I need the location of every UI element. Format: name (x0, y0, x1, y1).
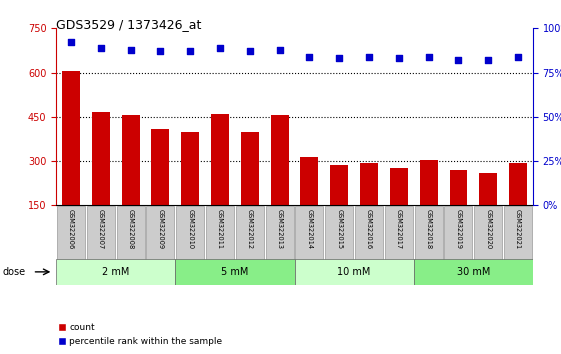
FancyBboxPatch shape (413, 259, 533, 285)
Text: 5 mM: 5 mM (221, 267, 249, 277)
Point (126, 47, 135, 52)
Bar (479, 173, 497, 205)
Point (484, 57, 493, 63)
Text: dose: dose (3, 267, 26, 277)
Text: GSM322013: GSM322013 (277, 209, 283, 249)
Bar (509, 163, 527, 205)
FancyBboxPatch shape (296, 206, 324, 259)
Text: GDS3529 / 1373426_at: GDS3529 / 1373426_at (56, 18, 201, 31)
Bar (301, 156, 318, 205)
Point (67, 40, 76, 45)
Bar (449, 170, 467, 205)
Bar (92, 113, 110, 205)
FancyBboxPatch shape (474, 206, 502, 259)
Point (275, 47, 284, 52)
Text: GSM322017: GSM322017 (396, 209, 402, 249)
Text: GSM322015: GSM322015 (336, 209, 342, 249)
Text: 30 mM: 30 mM (457, 267, 490, 277)
Text: GSM322021: GSM322021 (515, 209, 521, 249)
Point (215, 45, 224, 51)
Point (513, 54, 522, 59)
Bar (390, 167, 408, 205)
FancyBboxPatch shape (444, 206, 472, 259)
Point (424, 54, 433, 59)
Point (305, 54, 314, 59)
FancyBboxPatch shape (355, 206, 383, 259)
Text: GSM322020: GSM322020 (485, 209, 491, 249)
Point (365, 54, 374, 59)
FancyBboxPatch shape (265, 206, 293, 259)
FancyBboxPatch shape (57, 206, 85, 259)
Bar (211, 114, 229, 205)
Text: GSM322014: GSM322014 (306, 209, 312, 249)
Point (335, 56, 344, 61)
Bar (181, 132, 199, 205)
Point (186, 48, 195, 54)
Text: 2 mM: 2 mM (102, 267, 130, 277)
Text: 10 mM: 10 mM (338, 267, 371, 277)
FancyBboxPatch shape (295, 259, 413, 285)
Text: GSM322010: GSM322010 (187, 209, 193, 249)
Text: GSM322009: GSM322009 (158, 209, 163, 249)
FancyBboxPatch shape (385, 206, 413, 259)
FancyBboxPatch shape (236, 206, 264, 259)
Text: GSM322018: GSM322018 (426, 209, 431, 249)
Text: GSM322008: GSM322008 (127, 209, 134, 249)
Bar (122, 115, 140, 205)
Legend: count, percentile rank within the sample: count, percentile rank within the sample (55, 320, 226, 349)
Text: GSM322007: GSM322007 (98, 209, 104, 249)
Bar (360, 162, 378, 205)
Text: GSM322006: GSM322006 (68, 209, 74, 249)
Text: GSM322011: GSM322011 (217, 209, 223, 249)
FancyBboxPatch shape (415, 206, 443, 259)
Point (394, 56, 403, 61)
FancyBboxPatch shape (206, 206, 234, 259)
Text: GSM322012: GSM322012 (247, 209, 253, 249)
Bar (420, 160, 438, 205)
Point (454, 57, 463, 63)
FancyBboxPatch shape (504, 206, 532, 259)
Bar (270, 115, 288, 205)
FancyBboxPatch shape (176, 206, 204, 259)
FancyBboxPatch shape (56, 259, 175, 285)
FancyBboxPatch shape (117, 206, 145, 259)
Text: GSM322016: GSM322016 (366, 209, 372, 249)
Bar (151, 129, 169, 205)
FancyBboxPatch shape (325, 206, 353, 259)
Point (156, 48, 165, 54)
Bar (330, 165, 348, 205)
Point (245, 48, 254, 54)
Bar (241, 132, 259, 205)
FancyBboxPatch shape (87, 206, 115, 259)
FancyBboxPatch shape (175, 259, 295, 285)
Text: GSM322019: GSM322019 (456, 209, 462, 249)
Point (96, 45, 105, 51)
Bar (62, 71, 80, 205)
FancyBboxPatch shape (146, 206, 174, 259)
